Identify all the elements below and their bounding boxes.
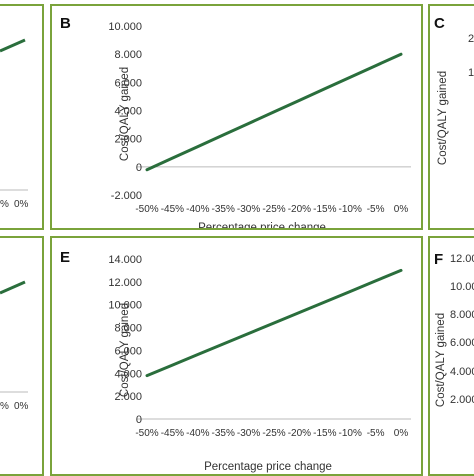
panel-e: E Cost/QALY gained Percentage price chan… <box>50 236 423 476</box>
panel-e-x-tick: -25% <box>262 428 285 439</box>
panel-c-y-tick-0: 20 <box>468 33 474 45</box>
panel-f-y-axis-title: Cost/QALY gained <box>435 313 447 407</box>
panel-e-x-tick: 0% <box>394 428 409 439</box>
panel-f-letter: F <box>434 251 443 268</box>
panel-b-letter: B <box>60 15 71 32</box>
panel-b: B Cost/QALY gained Percentage price chan… <box>50 4 423 230</box>
panel-b-x-tick: -30% <box>237 204 260 215</box>
panel-e-y-tick: 2.000 <box>114 391 142 403</box>
panel-d-x-tick-0: 0% <box>14 401 29 412</box>
panel-e-x-tick: -20% <box>288 428 311 439</box>
panel-f-svg: F 12.000 10.000 8.000 6.000 4.000 2.000 … <box>430 238 474 476</box>
panel-b-x-tick: -35% <box>212 204 235 215</box>
panel-c-y-axis-title: Cost/QALY gained <box>437 71 449 165</box>
panel-c-y-tick-1: 15 <box>468 67 474 79</box>
panel-f-y-tick-2: 8.000 <box>450 309 474 321</box>
panel-f-y-tick-4: 4.000 <box>450 366 474 378</box>
panel-b-y-tick: 2.000 <box>114 134 142 146</box>
panel-b-x-tick: -10% <box>339 204 362 215</box>
panel-b-y-tick: 0 <box>136 162 142 174</box>
panel-d-partial-tick: % <box>0 401 9 412</box>
panel-b-y-tick: -2.000 <box>111 190 142 202</box>
panel-e-x-tick: -15% <box>313 428 336 439</box>
panel-d-series-line <box>0 282 25 293</box>
panel-e-chart: E Cost/QALY gained Percentage price chan… <box>52 238 423 476</box>
panel-e-y-tick: 14.000 <box>108 254 142 266</box>
panel-a-partial: % 0% <box>0 4 44 230</box>
panel-e-x-tick: -40% <box>186 428 209 439</box>
panel-e-y-tick: 4.000 <box>114 368 142 380</box>
panel-e-y-tick: 6.000 <box>114 345 142 357</box>
panel-b-x-tick: -20% <box>288 204 311 215</box>
panel-b-x-tick: -25% <box>262 204 285 215</box>
panel-b-y-tick: 6.000 <box>114 77 142 89</box>
panel-d-svg: % 0% <box>0 238 44 476</box>
panel-e-x-tick: -45% <box>161 428 184 439</box>
panel-b-x-tick: -40% <box>186 204 209 215</box>
panel-a-svg: % 0% <box>0 6 44 230</box>
panel-b-x-tick: -15% <box>313 204 336 215</box>
panel-e-letter: E <box>60 249 70 266</box>
panel-e-y-tick: 8.000 <box>114 323 142 335</box>
panel-b-chart: B Cost/QALY gained Percentage price chan… <box>52 6 423 230</box>
panel-e-x-tick: -10% <box>339 428 362 439</box>
panel-e-x-tick: -30% <box>237 428 260 439</box>
panel-f-y-tick-5: 2.000 <box>450 394 474 406</box>
panel-a-x-tick-0: 0% <box>14 199 29 210</box>
panel-b-x-tick: -50% <box>135 204 158 215</box>
panel-e-y-tick: 10.000 <box>108 300 142 312</box>
panel-f-y-tick-0: 12.000 <box>450 253 474 265</box>
panel-b-y-tick: 8.000 <box>114 49 142 61</box>
panel-e-x-axis-title: Percentage price change <box>204 461 332 473</box>
panel-c-svg: C 20 15 Cost/QALY gained <box>430 6 474 230</box>
panel-e-y-tick: 12.000 <box>108 277 142 289</box>
panel-f-partial: F 12.000 10.000 8.000 6.000 4.000 2.000 … <box>428 236 474 476</box>
panel-a-partial-tick: % <box>0 199 9 210</box>
panel-c-partial: C 20 15 Cost/QALY gained <box>428 4 474 230</box>
panel-b-y-tick: 10.000 <box>108 21 142 33</box>
panel-e-y-tick: 0 <box>136 414 142 426</box>
panel-e-x-tick: -5% <box>367 428 385 439</box>
panel-e-x-tick: -35% <box>212 428 235 439</box>
panel-d-partial: % 0% <box>0 236 44 476</box>
panel-f-y-tick-3: 6.000 <box>450 337 474 349</box>
panel-f-y-tick-1: 10.000 <box>450 281 474 293</box>
panel-c-letter: C <box>434 15 445 32</box>
panel-b-x-axis-title: Percentage price change <box>198 222 326 230</box>
panel-b-x-tick: -5% <box>367 204 385 215</box>
panel-b-x-tick: 0% <box>394 204 409 215</box>
panel-a-series-line <box>0 40 25 51</box>
panel-b-x-tick: -45% <box>161 204 184 215</box>
panel-e-x-tick: -50% <box>135 428 158 439</box>
panel-b-y-tick: 4.000 <box>114 106 142 118</box>
